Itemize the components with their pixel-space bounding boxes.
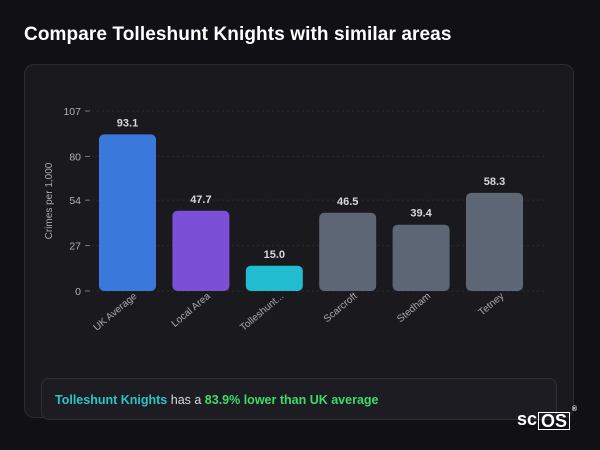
y-axis-title-group: Crimes per 1,000 (44, 162, 55, 239)
y-tick-label: 107 (63, 106, 81, 118)
logo-prefix: sc (517, 409, 538, 429)
summary-connector: has a (167, 393, 205, 407)
bars: 93.1 47.7 15.0 46.5 39.4 58.3 (99, 117, 523, 291)
summary-delta: 83.9% lower than UK average (204, 393, 379, 407)
bar-value-label: 15.0 (264, 249, 285, 261)
bar-value-label: 46.5 (337, 196, 358, 208)
y-tick-label: 54 (69, 195, 81, 207)
y-tick-label: 0 (75, 286, 81, 298)
bar-value-label: 93.1 (117, 117, 138, 129)
brand-logo: sc OS ® (517, 406, 577, 430)
bar-tolleshunt[interactable] (245, 265, 303, 291)
bar-value-label: 39.4 (410, 208, 432, 220)
page-title: Compare Tolleshunt Knights with similar … (24, 24, 452, 45)
bar-tetney[interactable] (466, 192, 523, 291)
bar-uk-average[interactable] (99, 134, 156, 291)
logo-boxed-text: OS (538, 412, 571, 430)
y-axis-ticks: 0 27 54 80 107 (63, 106, 90, 298)
x-tick-label: Scarcroft (322, 291, 360, 325)
x-axis-labels: UK Average Local Area Tolleshunt... Scarcro… (92, 291, 507, 334)
bar-local-area[interactable] (172, 210, 230, 291)
y-tick-label: 80 (69, 151, 81, 163)
x-tick-label: UK Average (92, 291, 140, 334)
gridlines (92, 110, 545, 292)
x-tick-label: Local Area (170, 291, 214, 330)
comparison-summary: Tolleshunt Knights has a 83.9% lower tha… (41, 378, 557, 420)
y-axis-title: Crimes per 1,000 (44, 162, 55, 239)
bar-value-label: 58.3 (484, 176, 505, 188)
x-tick-label: Stedham (395, 291, 433, 325)
x-tick-label: Tolleshunt... (238, 291, 286, 334)
y-tick-label: 27 (69, 241, 81, 253)
logo-registered-mark: ® (571, 406, 578, 413)
bar-scarcroft[interactable] (319, 212, 377, 291)
bar-value-label: 47.7 (190, 194, 211, 206)
x-tick-label: Tetney (477, 291, 507, 318)
bar-stedham[interactable] (392, 224, 450, 291)
summary-place-name: Tolleshunt Knights (55, 393, 168, 407)
